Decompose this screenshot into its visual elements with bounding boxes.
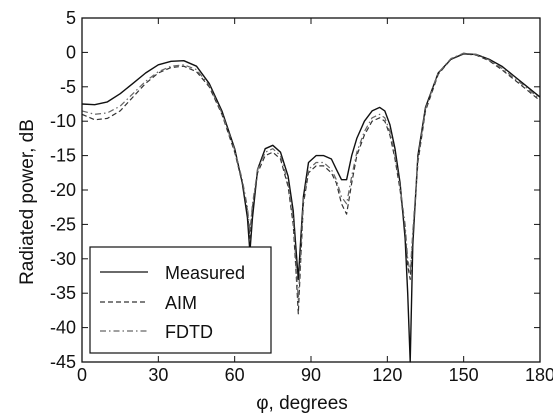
x-tick-label: 150	[449, 365, 479, 385]
x-tick-label: 180	[525, 365, 553, 385]
y-tick-label: -5	[60, 77, 76, 97]
legend: Measured AIM FDTD	[89, 246, 272, 354]
x-tick-label: 30	[148, 365, 168, 385]
x-axis-label: φ, degrees	[256, 393, 348, 414]
x-tick-label: 120	[372, 365, 402, 385]
y-tick-label: -40	[50, 318, 76, 338]
legend-label-fdtd: FDTD	[165, 322, 213, 342]
y-tick-label: -20	[50, 180, 76, 200]
plot-area-frame	[81, 17, 541, 363]
y-tick-label: -10	[50, 111, 76, 131]
x-tick-label: 90	[301, 365, 321, 385]
legend-label-measured: Measured	[165, 263, 245, 283]
y-tick-label: -30	[50, 249, 76, 269]
legend-box	[89, 246, 272, 354]
y-tick-label: -25	[50, 214, 76, 234]
y-axis-label: Radiated power, dB	[17, 119, 38, 285]
series-line-aim	[81, 53, 541, 315]
y-tick-label: -45	[50, 352, 76, 372]
y-axis-ticks: 5 0 -5 -10 -15 -20 -25 -30 -35 -40 -45	[50, 8, 540, 372]
x-axis-ticks: 0 30 60 90 120 150 180	[77, 18, 553, 385]
series-lines	[81, 52, 541, 363]
y-tick-label: 0	[66, 42, 76, 62]
series-line-fdtd	[81, 52, 541, 301]
x-tick-label: 0	[77, 365, 87, 385]
x-tick-label: 60	[225, 365, 245, 385]
y-tick-label: 5	[66, 8, 76, 28]
y-tick-label: -35	[50, 283, 76, 303]
y-tick-label: -15	[50, 146, 76, 166]
legend-label-aim: AIM	[165, 293, 197, 313]
